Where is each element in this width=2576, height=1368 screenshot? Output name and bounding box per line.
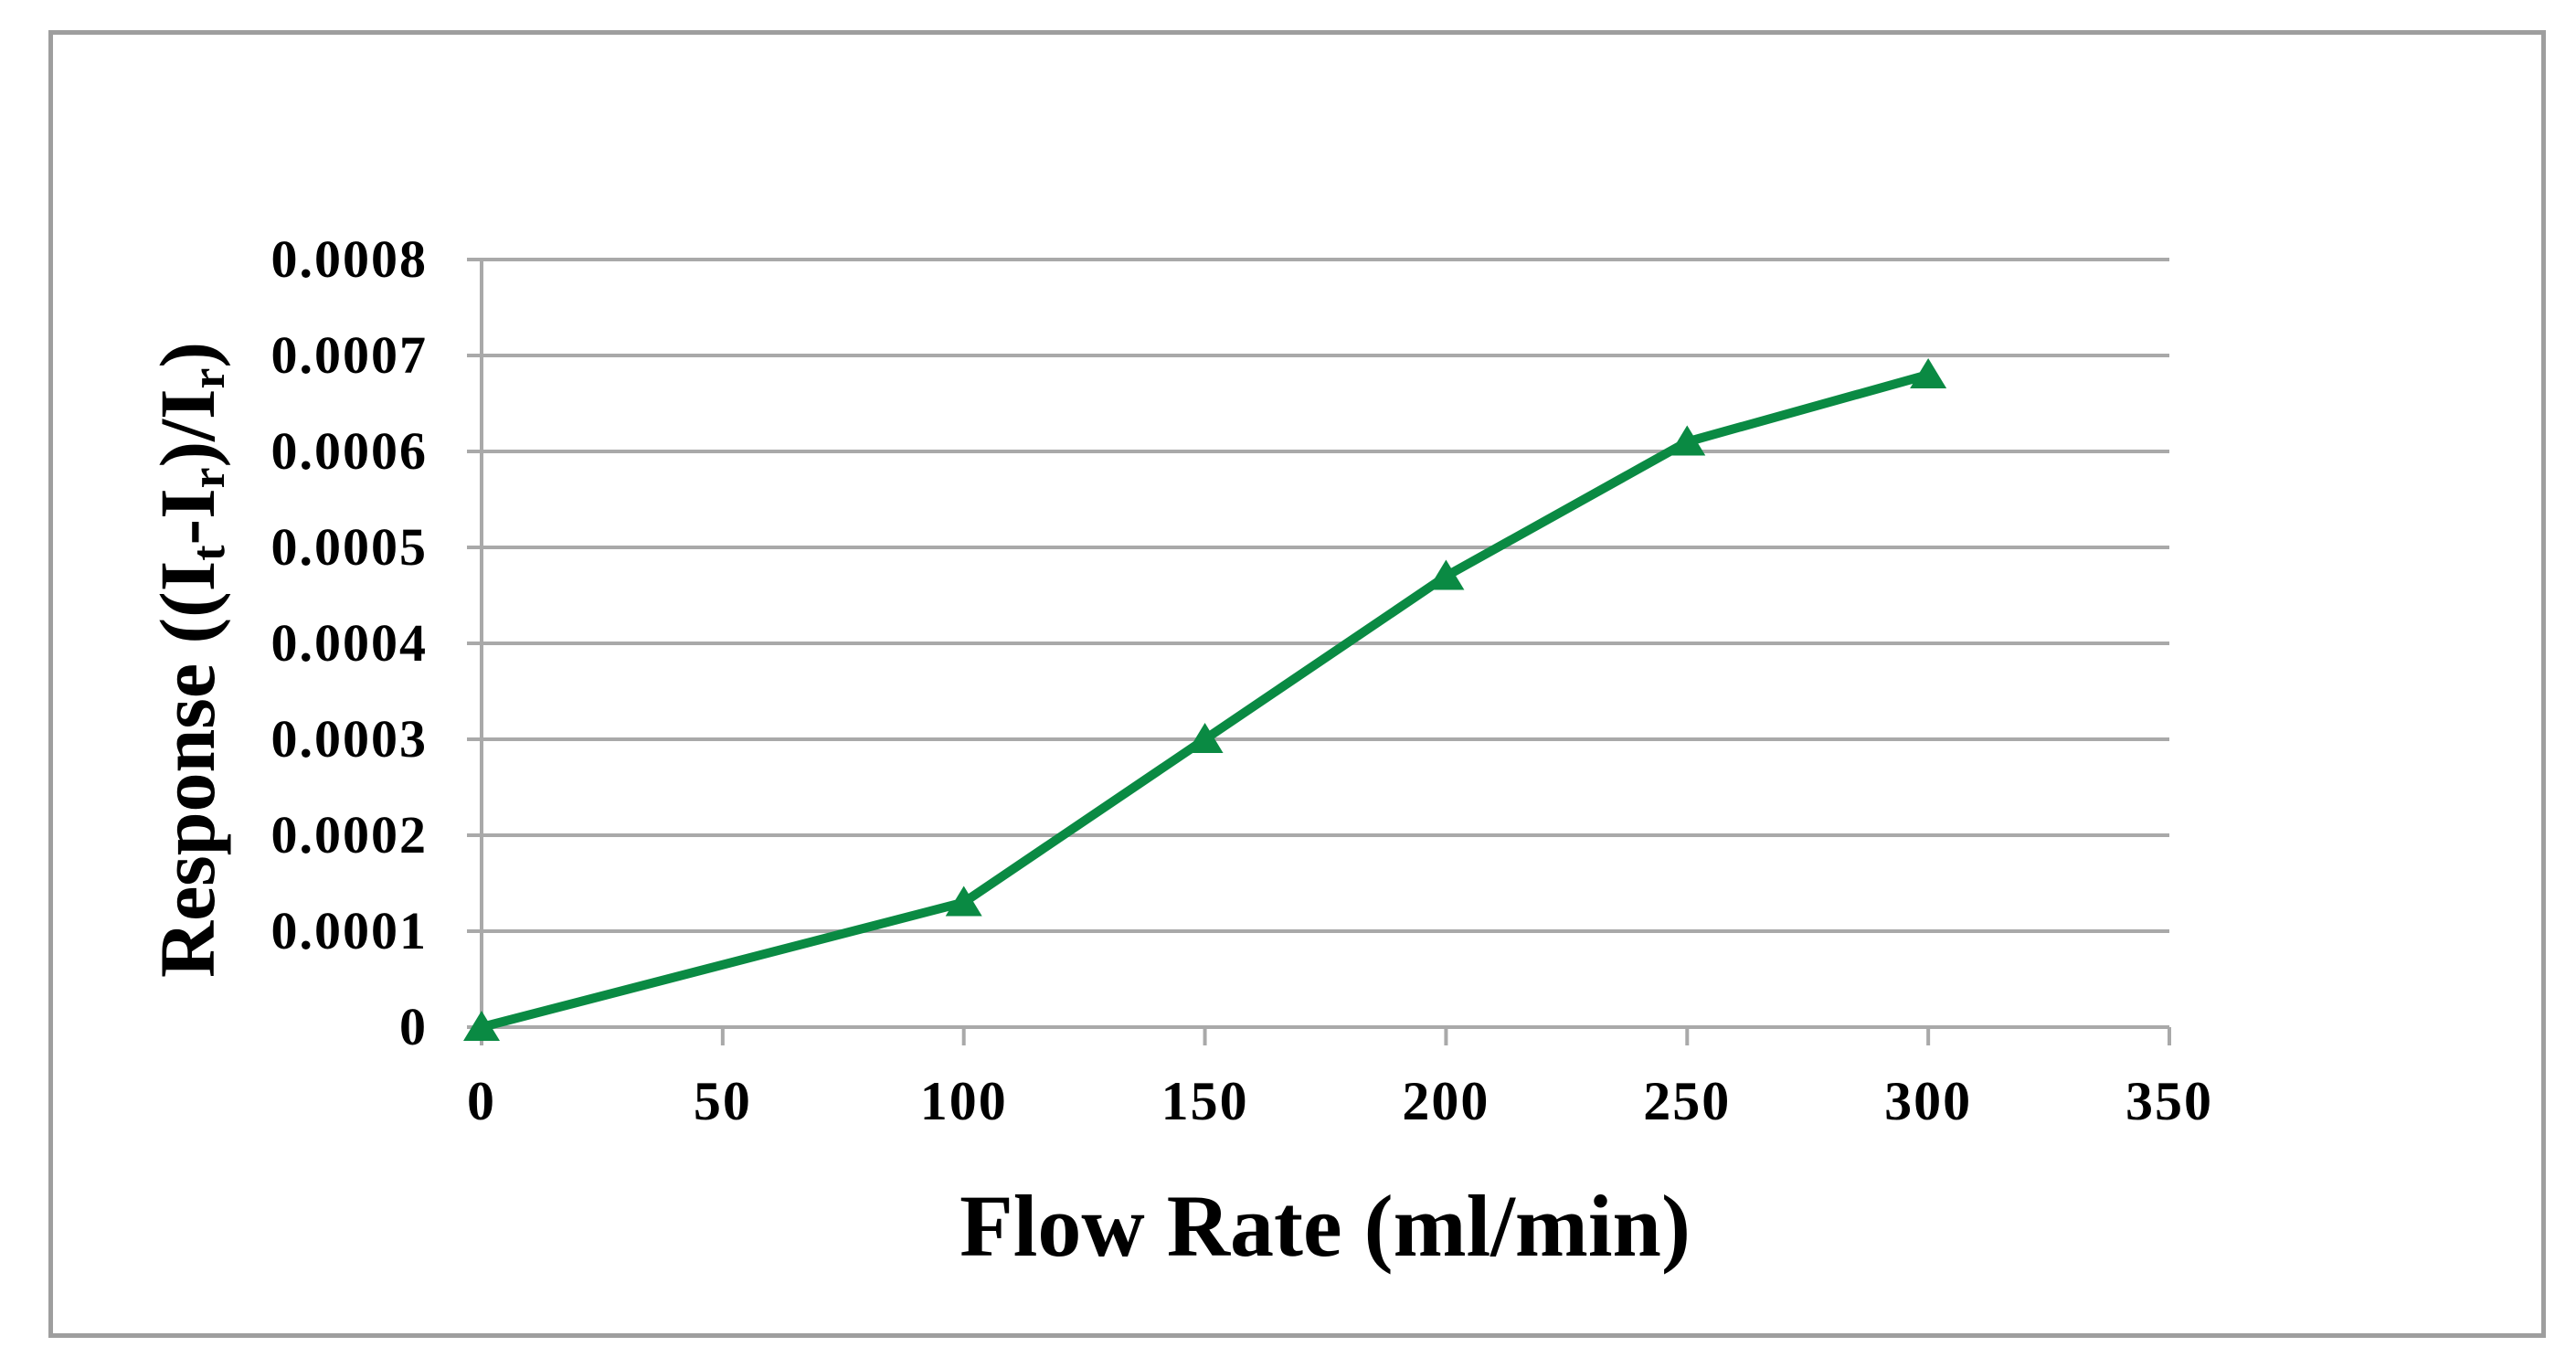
y-axis-title-subscript: r — [183, 367, 236, 389]
y-tick-label: 0.0001 — [270, 901, 428, 960]
y-tick-label: 0.0007 — [270, 325, 428, 385]
data-point-marker — [945, 885, 982, 917]
y-axis-title-subscript: r — [183, 467, 236, 489]
x-tick-label: 0 — [467, 1071, 496, 1131]
x-tick-label: 50 — [693, 1071, 752, 1131]
x-tick-label: 250 — [1643, 1071, 1732, 1131]
y-tick-label: 0.0005 — [270, 517, 428, 577]
y-tick-label: 0 — [399, 997, 428, 1056]
y-tick-label: 0.0002 — [270, 805, 428, 864]
y-tick-label: 0.0006 — [270, 421, 428, 481]
x-tick-label: 200 — [1402, 1071, 1490, 1131]
x-tick-label: 350 — [2125, 1071, 2213, 1131]
data-point-marker — [463, 1011, 500, 1041]
data-line — [477, 370, 1934, 1032]
data-point-marker — [1910, 358, 1947, 388]
figure-border — [48, 30, 2546, 1338]
x-tick-label: 100 — [919, 1071, 1008, 1131]
x-tick-label: 300 — [1884, 1071, 1973, 1131]
x-axis-title: Flow Rate (ml/min) — [959, 1177, 1691, 1275]
y-axis-title: Response ((It-Ir)/Ir) — [143, 341, 236, 979]
data-point-marker — [1669, 425, 1706, 456]
y-axis-title-subscript: t — [183, 545, 236, 561]
y-tick-label: 0.0003 — [270, 709, 428, 769]
x-tick-label: 150 — [1161, 1071, 1249, 1131]
data-point-marker — [1186, 723, 1224, 753]
data-point-marker — [1427, 559, 1465, 590]
y-tick-label: 0.0008 — [270, 229, 428, 289]
y-tick-label: 0.0004 — [270, 613, 428, 673]
